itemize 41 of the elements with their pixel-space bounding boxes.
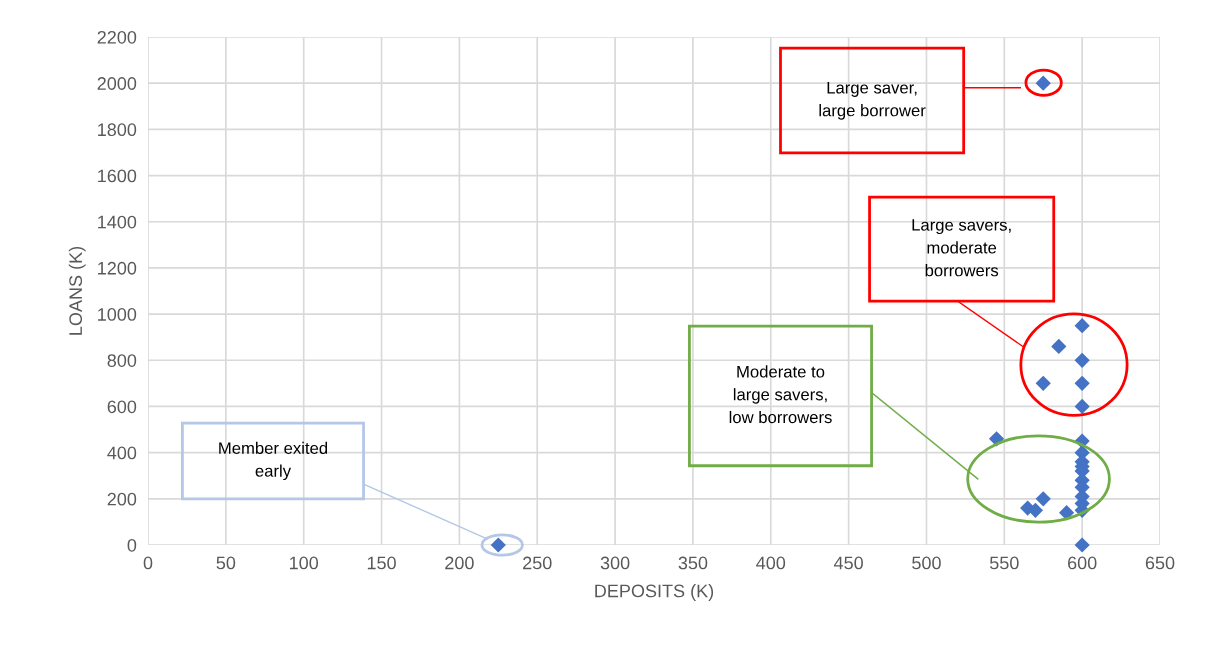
x-tick-label: 550 bbox=[989, 556, 1019, 570]
x-tick-label: 400 bbox=[756, 556, 786, 570]
x-tick-label: 500 bbox=[912, 556, 941, 570]
x-axis-title: DEPOSITS (K) bbox=[595, 584, 714, 601]
point bbox=[1035, 491, 1051, 507]
point bbox=[1074, 375, 1090, 391]
x-tick-label: 50 bbox=[216, 556, 236, 570]
y-tick-label: 1200 bbox=[98, 261, 137, 275]
point bbox=[1051, 338, 1067, 355]
point bbox=[1058, 505, 1075, 521]
y-tick-label: 600 bbox=[107, 400, 137, 414]
x-tick-label: 300 bbox=[600, 556, 630, 570]
x-tick-label: 650 bbox=[1145, 556, 1175, 570]
annotation: Moderate to large savers, low borrowers bbox=[729, 365, 832, 424]
y-tick-label: 2000 bbox=[97, 77, 137, 90]
y-axis-title: LOANS (K) bbox=[68, 246, 86, 335]
y-tick-label: 1600 bbox=[98, 169, 137, 183]
y-tick-label: 1800 bbox=[98, 123, 137, 137]
annotation: Member exited early bbox=[219, 441, 328, 481]
point bbox=[1035, 375, 1051, 391]
annotation: Large saver, large borrower bbox=[819, 81, 926, 120]
x-tick-label: 600 bbox=[1068, 556, 1097, 570]
x-tick-label: 450 bbox=[833, 556, 863, 570]
x-tick-label: 0 bbox=[143, 556, 153, 570]
y-tick-label: 2200 bbox=[97, 30, 137, 44]
annotation: Large savers, moderate borrowers bbox=[912, 219, 1011, 277]
x-tick-label: 100 bbox=[290, 556, 319, 570]
y-tick-label: 1000 bbox=[98, 308, 137, 321]
point bbox=[1074, 352, 1090, 368]
x-tick-label: 350 bbox=[678, 556, 708, 570]
point bbox=[1074, 398, 1090, 415]
y-tick-label: 1400 bbox=[98, 215, 137, 229]
y-tick-label: 800 bbox=[107, 354, 137, 367]
x-tick-label: 200 bbox=[445, 556, 474, 570]
point bbox=[1074, 537, 1090, 553]
y-tick-label: 0 bbox=[127, 538, 137, 552]
x-tick-label: 250 bbox=[523, 556, 552, 570]
y-tick-label: 200 bbox=[107, 492, 137, 506]
x-tick-label: 150 bbox=[367, 556, 396, 570]
y-tick-label: 400 bbox=[107, 446, 137, 460]
point bbox=[1074, 318, 1090, 334]
